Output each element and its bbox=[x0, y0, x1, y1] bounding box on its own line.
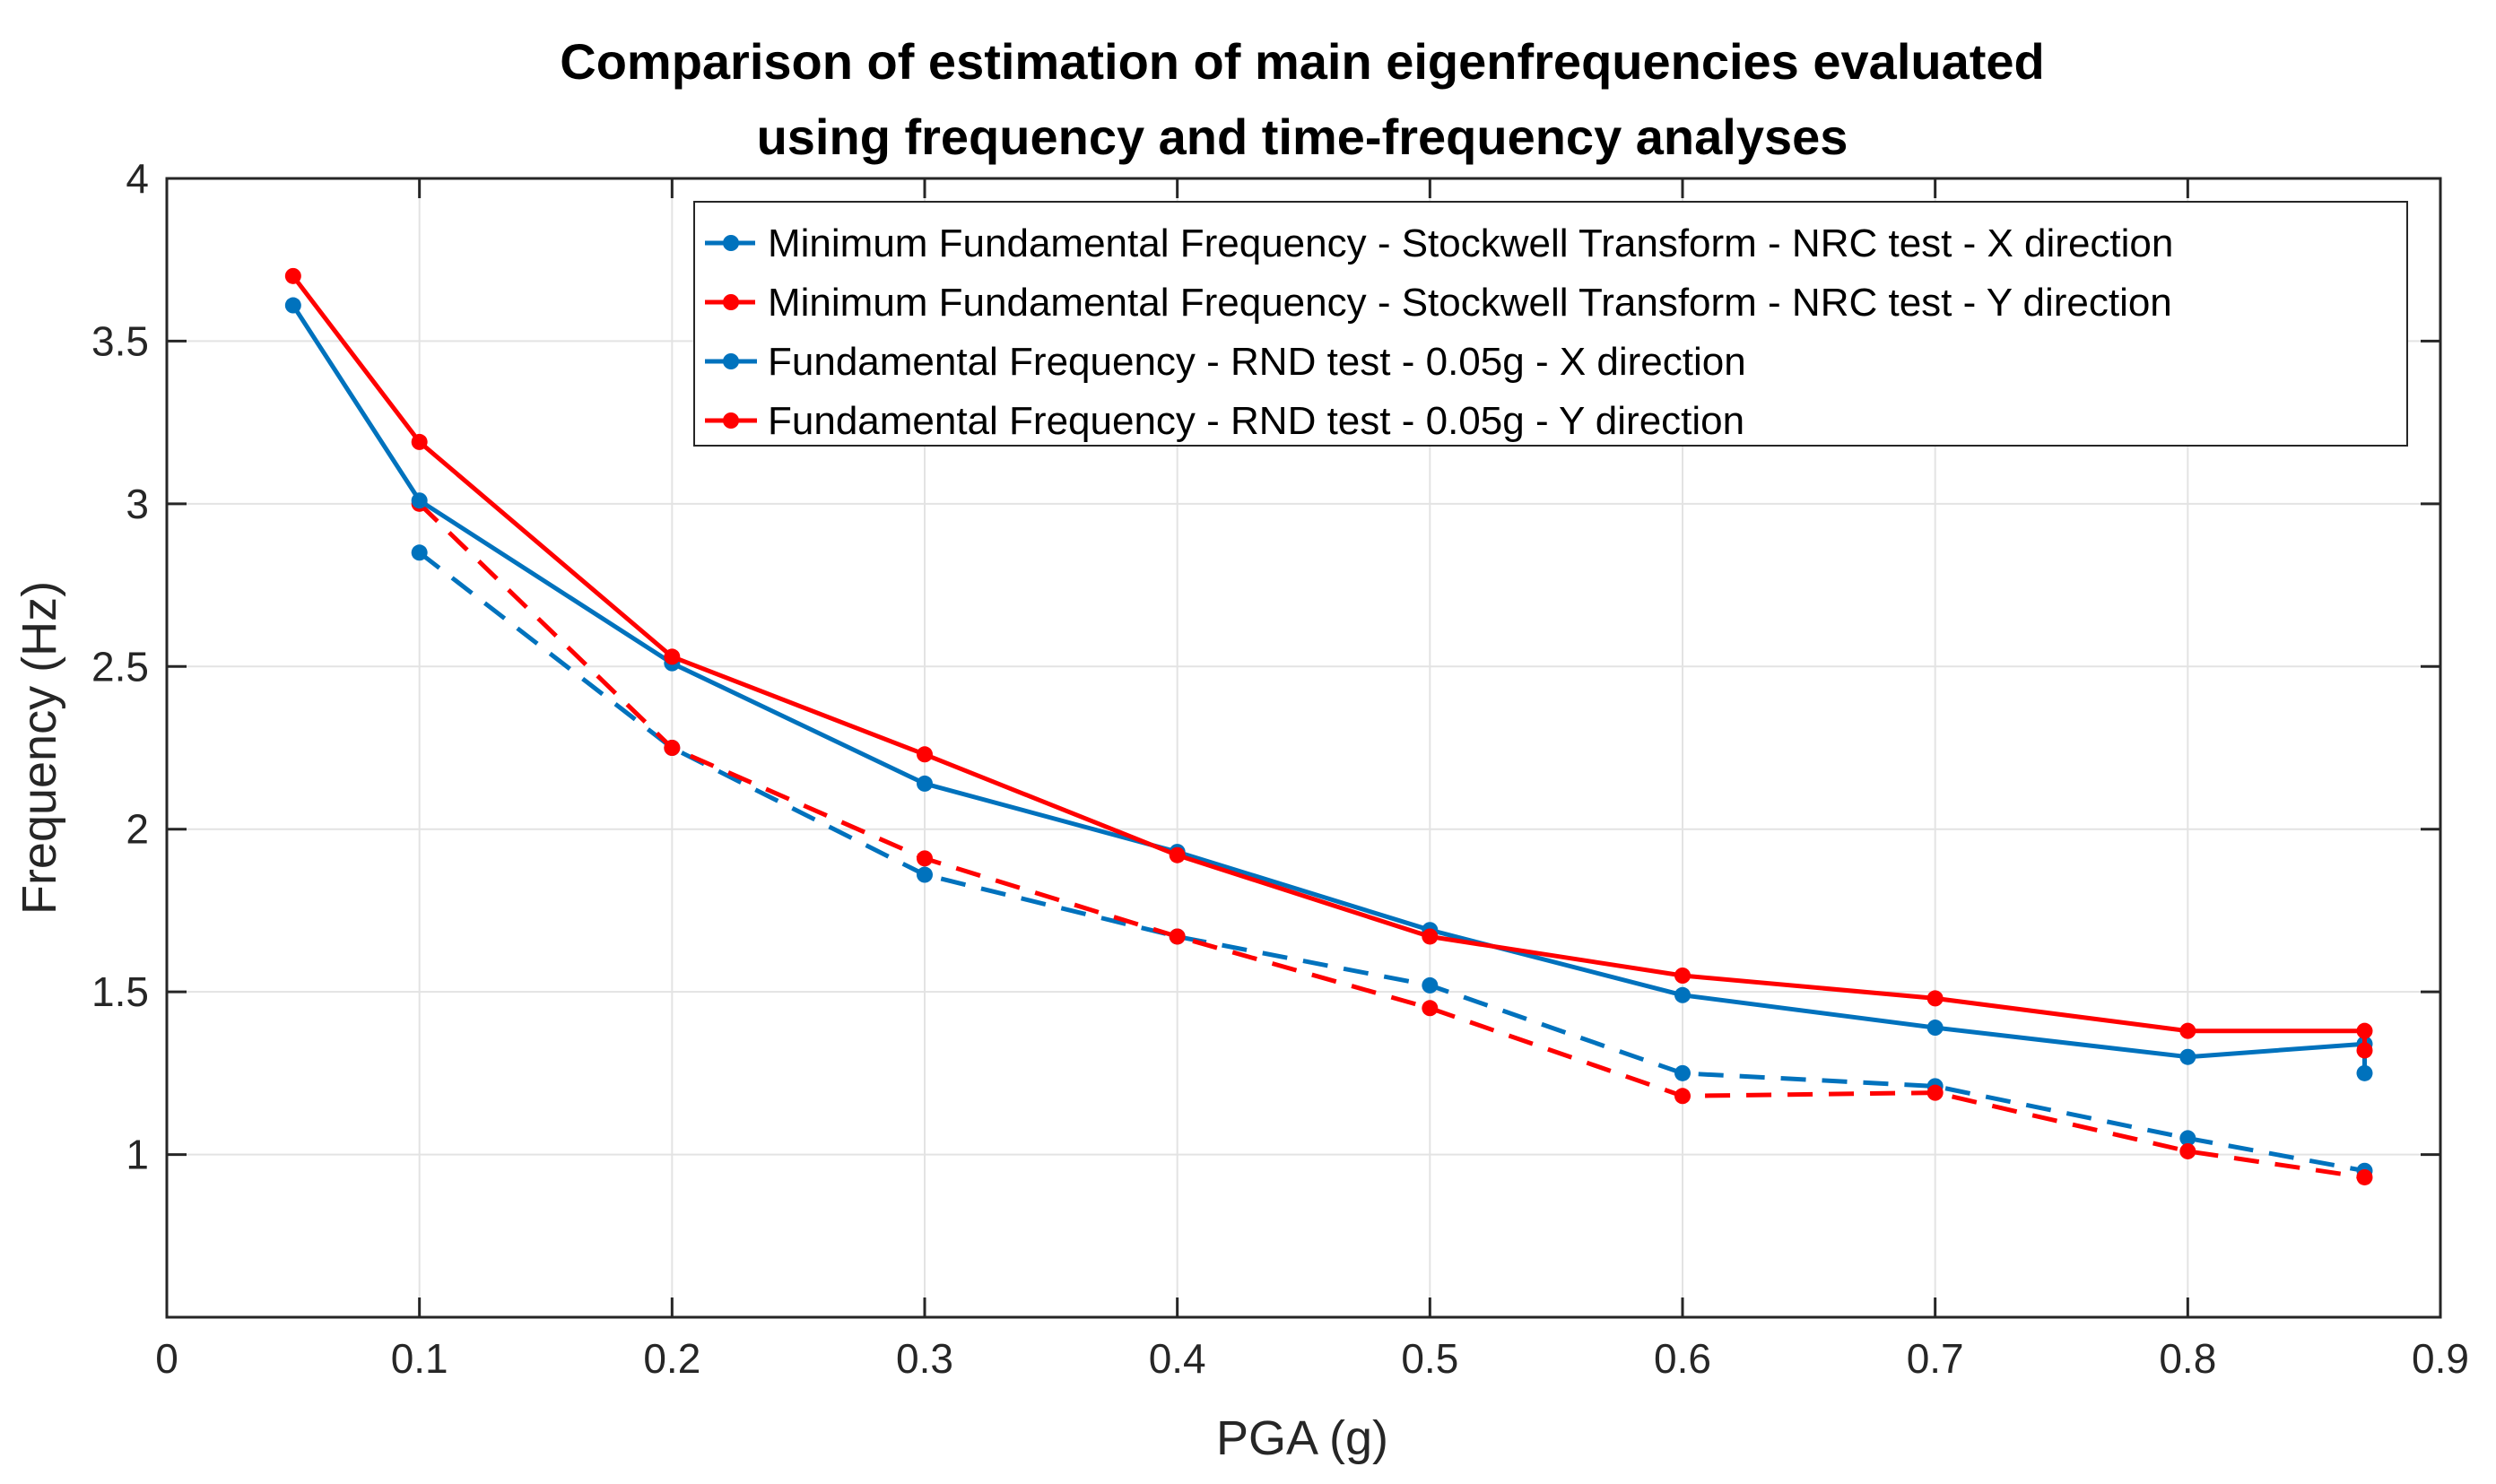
legend-marker-1 bbox=[723, 235, 739, 251]
data-point bbox=[1169, 928, 1186, 945]
y-tick-label: 3 bbox=[126, 481, 149, 527]
ticks: 0 0.1 0.2 0.3 0.4 0.5 0.6 0.7 0.8 0.9 1 1.5 2 2.5 3 3.5… bbox=[91, 155, 2469, 1382]
data-point bbox=[1674, 986, 1691, 1003]
chart-title-line-1: Comparison of estimation of main eigenfr… bbox=[560, 33, 2044, 90]
data-point bbox=[664, 648, 681, 665]
data-point bbox=[411, 433, 428, 450]
legend-label-3: Fundamental Frequency - RND test - 0.05g… bbox=[768, 340, 1746, 384]
legend-marker-3 bbox=[723, 353, 739, 369]
data-point bbox=[411, 492, 428, 509]
data-point bbox=[664, 740, 681, 756]
data-point bbox=[284, 267, 301, 284]
data-point bbox=[284, 297, 301, 314]
y-tick-label: 3.5 bbox=[91, 317, 149, 364]
legend-label-1: Minimum Fundamental Frequency - Stockwel… bbox=[768, 221, 2173, 265]
x-tick-label: 0.9 bbox=[2412, 1335, 2469, 1382]
data-point bbox=[1926, 990, 1944, 1007]
legend: Minimum Fundamental Frequency - Stockwel… bbox=[693, 201, 2408, 447]
data-point bbox=[411, 544, 428, 561]
x-axis-label: PGA (g) bbox=[1216, 1411, 1388, 1465]
data-point bbox=[917, 866, 933, 883]
data-point bbox=[2356, 1064, 2373, 1081]
data-point bbox=[1674, 1088, 1691, 1105]
y-axis-label: Frequency (Hz) bbox=[13, 581, 66, 915]
x-tick-label: 0.8 bbox=[2159, 1335, 2216, 1382]
data-point bbox=[1674, 1064, 1691, 1081]
data-point bbox=[2356, 1022, 2373, 1039]
series-4 bbox=[284, 267, 2373, 1059]
chart-title-line-2: using frequency and time-frequency analy… bbox=[757, 108, 1848, 165]
y-tick-label: 2 bbox=[126, 806, 149, 853]
data-point bbox=[2356, 1042, 2373, 1059]
x-tick-label: 0 bbox=[155, 1335, 178, 1382]
data-point bbox=[1422, 976, 1439, 994]
legend-label-4: Fundamental Frequency - RND test - 0.05g… bbox=[768, 399, 1744, 443]
data-point bbox=[2356, 1168, 2373, 1185]
x-tick-label: 0.1 bbox=[391, 1335, 448, 1382]
data-point bbox=[917, 775, 933, 792]
legend-marker-2 bbox=[723, 294, 739, 310]
data-point bbox=[917, 850, 933, 867]
data-point bbox=[1926, 1084, 1944, 1101]
data-point bbox=[1674, 968, 1691, 984]
data-point bbox=[917, 746, 933, 763]
data-point bbox=[1169, 846, 1186, 863]
data-point bbox=[2179, 1048, 2196, 1065]
plot-frame bbox=[165, 177, 2442, 1319]
legend-label-2: Minimum Fundamental Frequency - Stockwel… bbox=[768, 281, 2172, 325]
legend-box bbox=[693, 201, 2408, 447]
data-point bbox=[2179, 1022, 2196, 1039]
data-point bbox=[2179, 1130, 2196, 1147]
x-tick-label: 0.6 bbox=[1654, 1335, 1711, 1382]
y-tick-label: 1 bbox=[126, 1132, 149, 1178]
data-point bbox=[1422, 1000, 1439, 1017]
series-2 bbox=[411, 495, 2373, 1185]
y-tick-label: 4 bbox=[126, 155, 149, 202]
data-point bbox=[1926, 1020, 1944, 1037]
legend-marker-4 bbox=[723, 412, 739, 429]
y-tick-label: 1.5 bbox=[91, 968, 149, 1015]
x-tick-label: 0.2 bbox=[643, 1335, 700, 1382]
x-tick-label: 0.7 bbox=[1907, 1335, 1964, 1382]
x-tick-label: 0.5 bbox=[1401, 1335, 1458, 1382]
x-tick-label: 0.3 bbox=[896, 1335, 953, 1382]
data-point bbox=[2179, 1142, 2196, 1159]
y-tick-label: 2.5 bbox=[91, 643, 149, 690]
x-tick-label: 0.4 bbox=[1149, 1335, 1206, 1382]
data-point bbox=[1422, 928, 1439, 945]
series-layer bbox=[284, 267, 2373, 1185]
